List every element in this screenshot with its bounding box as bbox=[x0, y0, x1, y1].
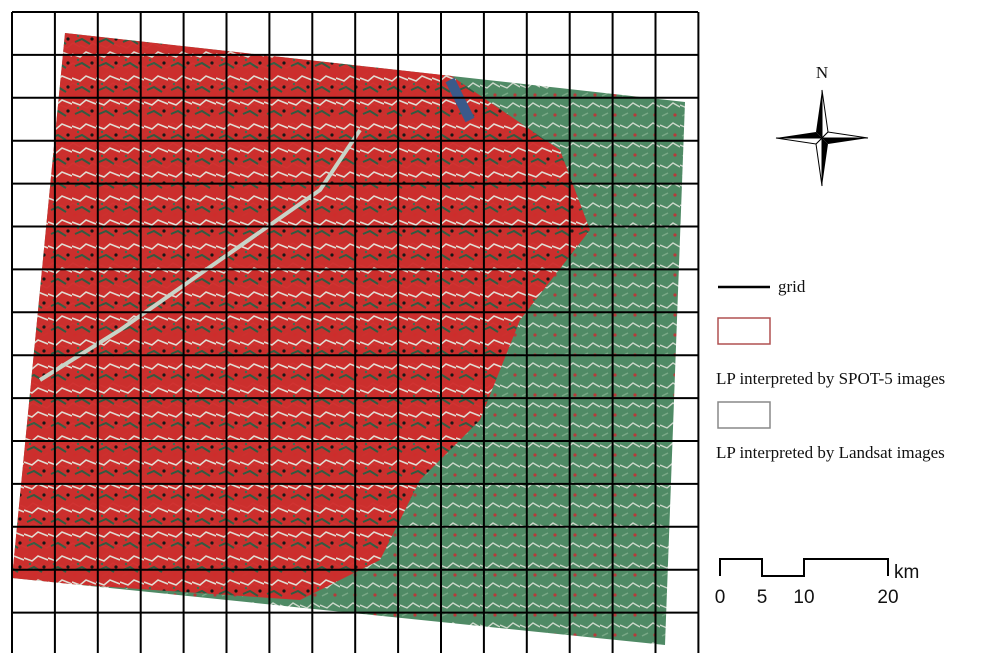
satellite-image bbox=[10, 30, 685, 645]
legend: grid LP interpreted by SPOT-5 images LP … bbox=[716, 277, 945, 462]
compass: N bbox=[776, 63, 868, 186]
scale-label: 10 bbox=[793, 587, 814, 608]
legend-label: LP interpreted by SPOT-5 images bbox=[716, 369, 945, 388]
scale-unit: km bbox=[894, 562, 919, 583]
legend-landsat-swatch bbox=[718, 402, 770, 428]
legend-spot-swatch bbox=[718, 318, 770, 344]
scale-label: 20 bbox=[877, 587, 898, 608]
north-label: N bbox=[816, 63, 828, 82]
scale-bar: 0 5 10 20 km bbox=[715, 559, 920, 608]
legend-label: LP interpreted by Landsat images bbox=[716, 443, 945, 462]
legend-label: grid bbox=[778, 277, 806, 296]
scale-label: 0 bbox=[715, 587, 726, 608]
scale-label: 5 bbox=[757, 587, 768, 608]
map-figure: N grid LP interpreted by SPOT-5 images L… bbox=[0, 0, 998, 653]
